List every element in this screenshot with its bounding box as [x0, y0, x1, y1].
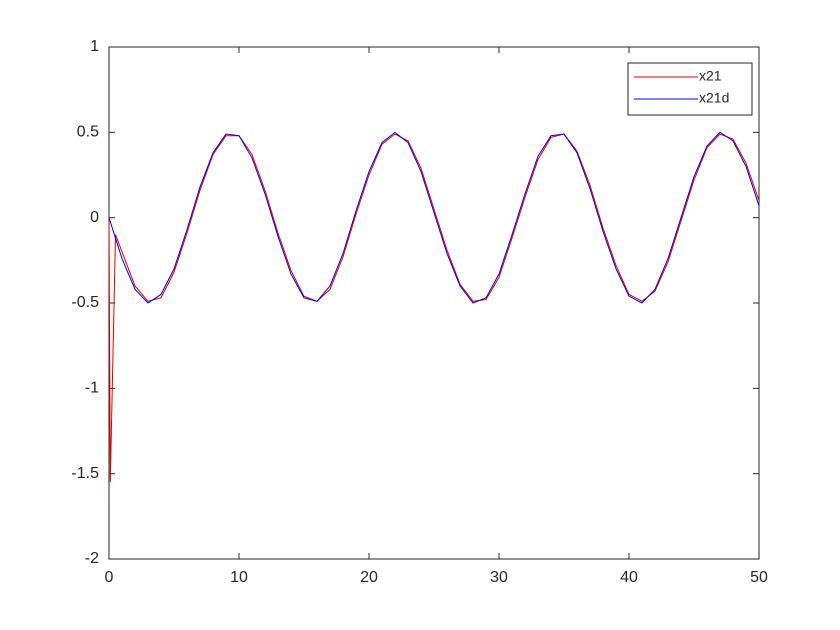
- legend: x21 x21d: [627, 62, 753, 116]
- x-tick-label: 50: [750, 569, 768, 586]
- x-tick-label: 30: [490, 569, 508, 586]
- y-tick-label: -2: [85, 550, 99, 567]
- y-tick-label: -1.5: [71, 465, 99, 482]
- x-tick-label: 0: [105, 569, 114, 586]
- legend-label: x21d: [699, 90, 729, 106]
- y-tick-label: 0.5: [77, 124, 99, 141]
- plot-area: [108, 46, 760, 560]
- y-tick-label: 1: [90, 38, 99, 55]
- x-tick-label: 20: [360, 569, 378, 586]
- x-tick-label: 10: [230, 569, 248, 586]
- y-tick-label: -1: [85, 380, 99, 397]
- legend-box: [627, 62, 753, 116]
- y-tick-label: -0.5: [71, 294, 99, 311]
- legend-label: x21: [699, 68, 722, 84]
- x-tick-label: 40: [620, 569, 638, 586]
- y-tick-label: 0: [90, 209, 99, 226]
- series-line: [108, 131, 760, 304]
